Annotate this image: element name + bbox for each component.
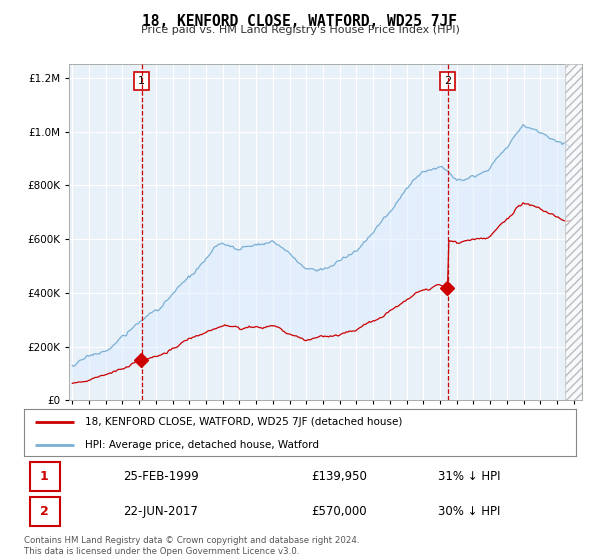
Text: £570,000: £570,000 — [311, 505, 367, 518]
Text: Contains HM Land Registry data © Crown copyright and database right 2024.
This d: Contains HM Land Registry data © Crown c… — [24, 536, 359, 556]
Text: 2: 2 — [40, 505, 49, 518]
FancyBboxPatch shape — [29, 497, 60, 526]
Text: 2: 2 — [444, 76, 451, 86]
Text: 1: 1 — [138, 76, 145, 86]
Text: 31% ↓ HPI: 31% ↓ HPI — [438, 470, 500, 483]
Text: HPI: Average price, detached house, Watford: HPI: Average price, detached house, Watf… — [85, 440, 319, 450]
FancyBboxPatch shape — [29, 462, 60, 492]
Text: 18, KENFORD CLOSE, WATFORD, WD25 7JF (detached house): 18, KENFORD CLOSE, WATFORD, WD25 7JF (de… — [85, 417, 402, 427]
Text: 30% ↓ HPI: 30% ↓ HPI — [438, 505, 500, 518]
Text: 18, KENFORD CLOSE, WATFORD, WD25 7JF: 18, KENFORD CLOSE, WATFORD, WD25 7JF — [143, 14, 458, 29]
Bar — [565, 64, 582, 400]
Text: £139,950: £139,950 — [311, 470, 367, 483]
Text: 1: 1 — [40, 470, 49, 483]
Text: 25-FEB-1999: 25-FEB-1999 — [124, 470, 199, 483]
Text: 22-JUN-2017: 22-JUN-2017 — [124, 505, 198, 518]
Bar — [565, 64, 582, 400]
Text: Price paid vs. HM Land Registry's House Price Index (HPI): Price paid vs. HM Land Registry's House … — [140, 25, 460, 35]
